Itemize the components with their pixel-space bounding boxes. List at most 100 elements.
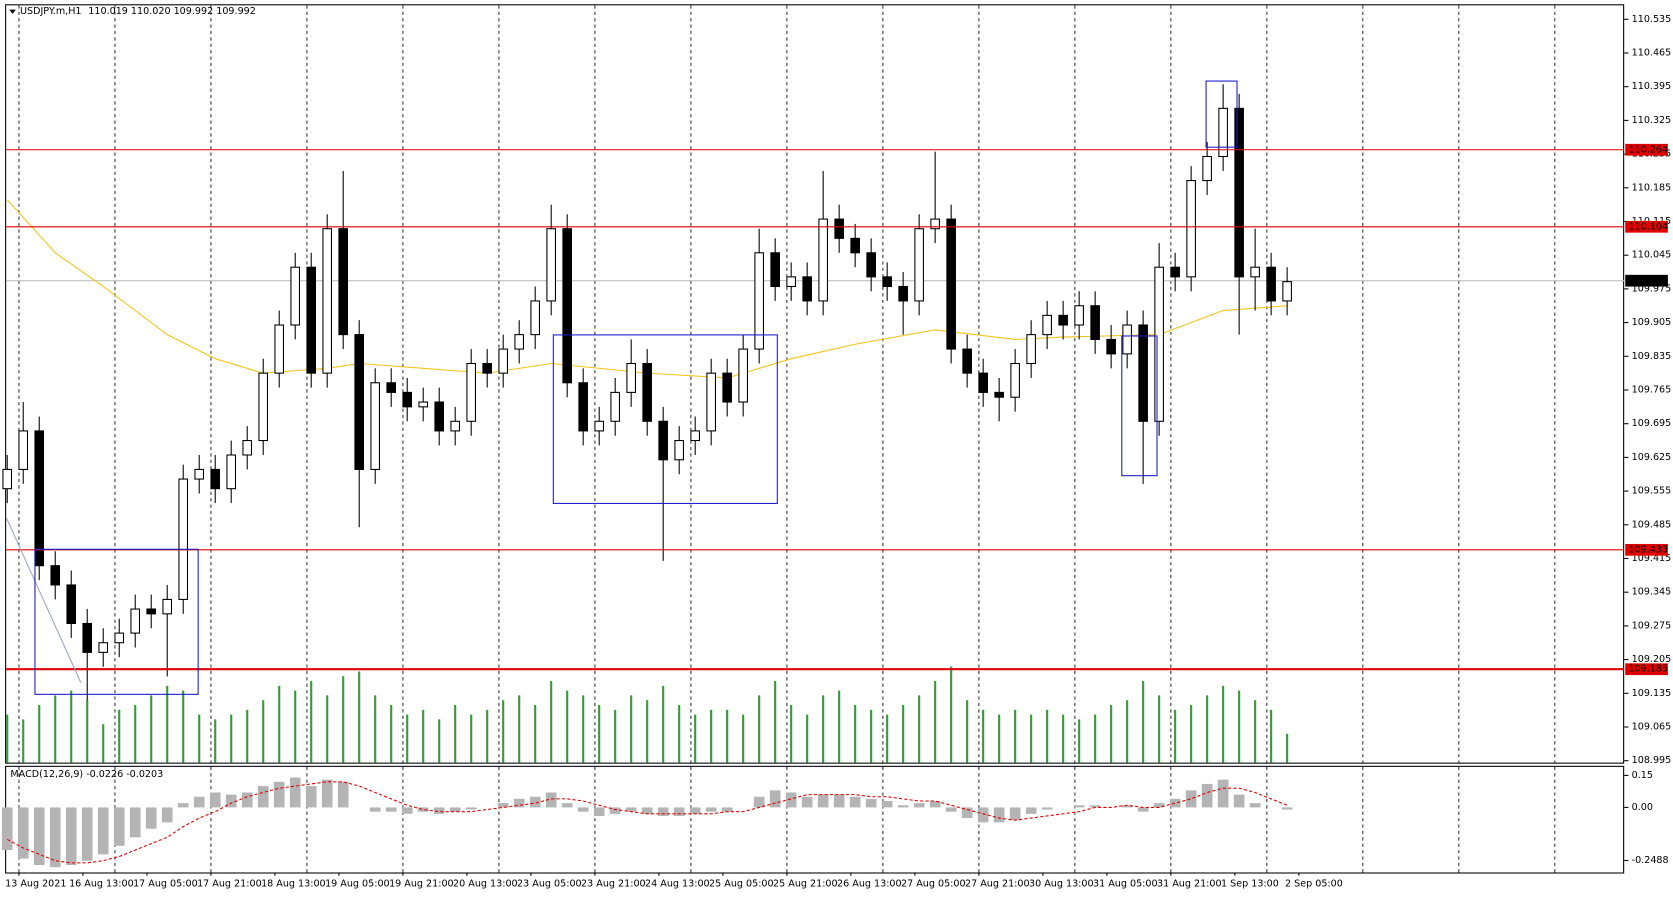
volume-bar [438,719,441,763]
volume-bar [934,681,937,763]
volume-bar [1174,709,1177,763]
macd-bar [33,807,45,866]
candle-body [1154,266,1164,422]
y-tick-label: 109.835 [1632,351,1672,362]
volume-bar [246,709,249,763]
volume-bar [262,700,265,763]
level-tag-label: 110.104 [1628,221,1668,232]
volume-bar [374,695,377,763]
volume-bar [182,690,185,763]
volume-bar [806,714,809,763]
volume-bar [278,685,281,763]
macd-bar [225,794,237,808]
macd-bar [97,807,109,855]
volume-bar [1254,700,1257,763]
candle-body [1090,305,1100,340]
volume-bar [118,709,121,763]
macd-bar [1041,807,1053,810]
candle-body [866,252,876,278]
macd-bar [913,803,925,808]
candle-body [850,237,860,254]
candle-body [610,391,620,422]
macd-bar [385,807,397,812]
macd-bar [1153,803,1165,808]
macd-bar [145,807,157,829]
candle-body [1122,324,1132,355]
macd-tick-label: 0.00 [1632,802,1653,813]
volume-bar [150,695,153,763]
volume-bar [1110,705,1113,763]
volume-bar [166,685,169,763]
candle-body [114,632,125,644]
volume-bar [1206,695,1209,763]
candle-body [882,276,892,288]
macd-bar [1201,783,1213,808]
macd-bar [1217,779,1229,808]
candle-body [434,401,444,432]
volume-bar [38,705,41,763]
macd-bar [673,807,685,816]
candle-body [546,228,556,302]
candle-body [1106,338,1116,355]
macd-bar [609,807,621,814]
candle-body [1058,314,1068,326]
macd-bar [465,807,477,810]
macd-bar [369,807,381,812]
level-tag-label: 109.185 [1628,664,1668,675]
candle-body [930,218,940,230]
volume-bar [1030,714,1033,763]
volume-bar [1094,714,1097,763]
candle-body [18,430,29,470]
candle-body [1218,107,1228,158]
volume-bar [54,695,57,763]
macd-bar [337,781,349,808]
candle-body [210,468,221,490]
volume-bar [1142,681,1145,763]
volume-bar [982,709,985,763]
volume-bar [1126,700,1129,763]
x-tick-label: 31 Aug 21:00 [1157,879,1222,890]
candle-body [498,348,508,374]
macd-bar [209,792,221,808]
y-tick-label: 109.625 [1632,452,1672,463]
candle-body [914,228,924,302]
volume-bar [598,705,601,763]
symbol-menu-arrow[interactable] [9,9,16,14]
candle-body [834,218,844,239]
y-tick-label: 109.275 [1632,620,1672,631]
candle-body [258,372,269,442]
level-tag [1625,543,1668,556]
macd-label: MACD(12,26,9) -0.0226 -0.0203 [10,769,163,780]
volume-bar [230,714,233,763]
macd-bar [945,807,957,812]
candle-body [978,372,988,393]
macd-bar [721,807,733,812]
macd-bar [785,792,797,808]
x-tick-label: 27 Aug 21:00 [965,879,1030,890]
candle-body [962,348,972,374]
macd-bar [129,807,141,838]
volume-bar [726,709,729,763]
x-tick-label: 17 Aug 05:00 [133,879,198,890]
level-tag [1625,143,1668,156]
x-tick-label: 30 Aug 13:00 [1029,879,1094,890]
macd-bar [401,807,413,814]
candle-body [226,454,237,490]
y-tick-label: 109.205 [1632,654,1672,665]
macd-bar [449,807,461,812]
volume-bar [1286,733,1289,763]
volume-bar [662,685,665,763]
macd-bar [497,803,509,808]
volume-bar [518,695,521,763]
volume-bar [70,690,73,763]
x-tick-label: 17 Aug 21:00 [197,879,262,890]
x-tick-label: 27 Aug 05:00 [901,879,966,890]
macd-tick-label: -0.2488 [1632,855,1669,866]
macd-bar [769,790,781,808]
macd-bar [513,798,525,808]
volume-bar [214,719,217,763]
volume-bar [102,724,105,763]
candle-body [1010,362,1020,398]
macd-bar [417,807,429,812]
volume-bar [566,690,569,763]
